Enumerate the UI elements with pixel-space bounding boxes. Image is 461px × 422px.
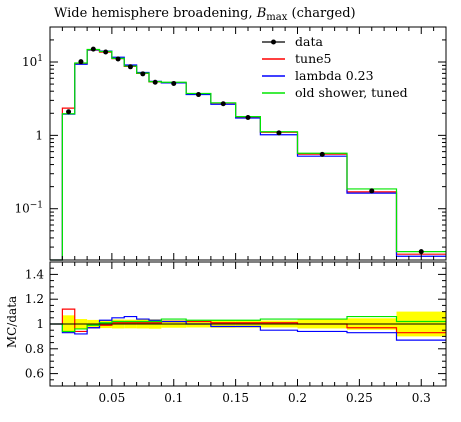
legend-label: lambda 0.23 [295, 68, 374, 83]
data-point [196, 92, 201, 97]
ratio-y-tick-label: 1.4 [25, 267, 44, 281]
data-point [320, 152, 325, 157]
x-tick-label: 0.15 [222, 391, 249, 405]
data-point [66, 109, 71, 114]
data-point [246, 115, 251, 120]
legend-label: data [295, 34, 323, 49]
ratio-y-tick-label: 0.8 [25, 342, 44, 356]
y-tick-label: 1 [35, 128, 43, 142]
series-line-0 [50, 50, 446, 260]
legend-data-marker [271, 40, 276, 45]
series-line-1 [50, 50, 446, 260]
data-point [116, 56, 121, 61]
title-subscript: max [266, 12, 287, 23]
data-point [78, 59, 83, 64]
x-tick-label: 0.05 [99, 391, 126, 405]
title-symbol: B [256, 6, 267, 21]
title-main: Wide hemisphere broadening, [54, 6, 257, 21]
data-point [153, 80, 158, 85]
data-point [140, 71, 145, 76]
ratio-y-tick-label: 1 [36, 317, 44, 331]
legend-label: tune5 [295, 51, 331, 66]
series-line-2 [50, 50, 446, 260]
legend-label: old shower, tuned [295, 85, 408, 100]
data-point [171, 81, 176, 86]
data-point [276, 130, 281, 135]
data-point [221, 101, 226, 106]
data-point [128, 64, 133, 69]
main-plot-panel: 10−1 1 101 [14, 27, 446, 260]
x-tick-label: 0.1 [164, 391, 183, 405]
x-tick-label: 0.25 [346, 391, 373, 405]
ratio-plot-panel: 0.05 0.1 0.15 0.2 0.25 0.3 0.6 0.8 1 1.2 1.4 [25, 262, 446, 405]
main-plot-frame [50, 27, 446, 260]
ratio-y-axis-label: MC/data [5, 296, 19, 348]
title-suffix: (charged) [287, 6, 355, 21]
y-tick-label: 101 [22, 54, 43, 69]
data-point [103, 49, 108, 54]
x-tick-label: 0.2 [288, 391, 307, 405]
chart-title: Wide hemisphere broadening, Bmax (charge… [54, 6, 356, 23]
ratio-y-tick-label: 1.2 [25, 292, 44, 306]
data-point [91, 47, 96, 52]
y-tick-label: 10−1 [14, 201, 43, 216]
ratio-y-tick-label: 0.6 [25, 367, 44, 381]
x-tick-label: 0.3 [412, 391, 431, 405]
legend: data tune5 lambda 0.23 old shower, tuned [262, 34, 408, 100]
data-point [369, 188, 374, 193]
